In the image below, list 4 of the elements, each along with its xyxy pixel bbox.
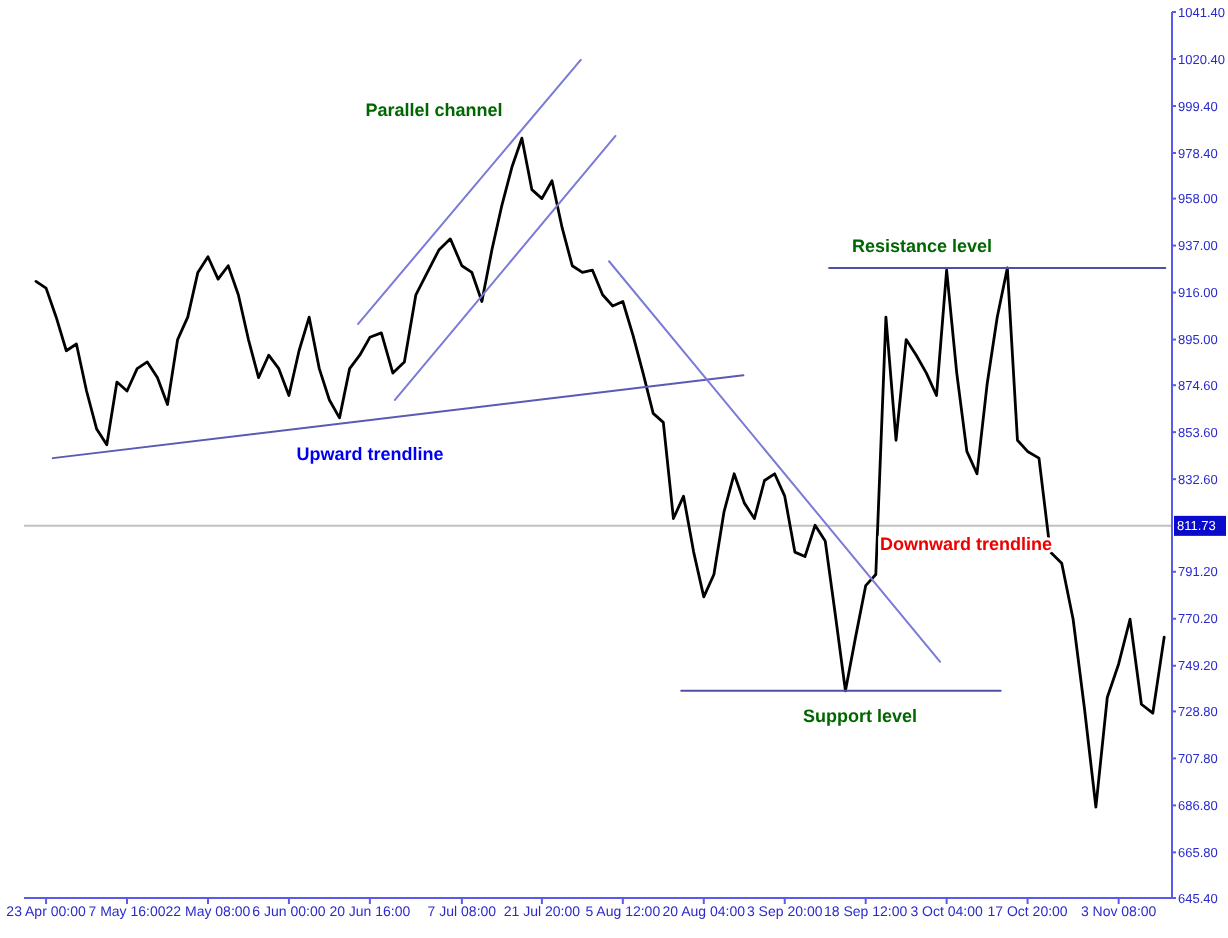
annotation: Upward trendline (296, 444, 444, 465)
annotation: Support level (802, 706, 918, 727)
annotation: Resistance level (851, 236, 993, 257)
annotation: Parallel channel (365, 100, 503, 121)
